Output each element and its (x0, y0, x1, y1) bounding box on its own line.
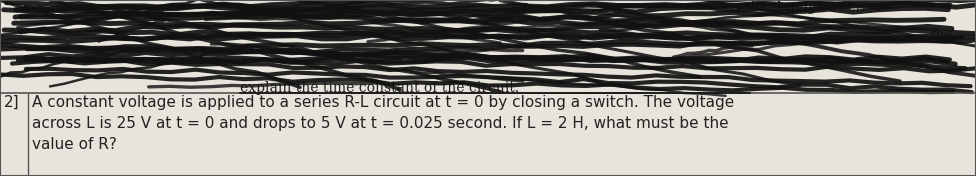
Bar (0, 93, 976, 176)
Text: the: the (930, 28, 952, 41)
Text: 2]: 2] (4, 95, 20, 110)
Text: explain the time constant of the circuit.: explain the time constant of the circuit… (240, 81, 519, 95)
Text: A constant voltage is applied to a series R-L circuit at t = 0 by closing a swit: A constant voltage is applied to a serie… (32, 95, 734, 110)
Text: volts through a series: volts through a series (735, 1, 881, 14)
Text: value of R?: value of R? (32, 137, 117, 152)
Text: across L is 25 V at t = 0 and drops to 5 V at t = 0.025 second. If L = 2 H, what: across L is 25 V at t = 0 and drops to 5… (32, 116, 729, 131)
